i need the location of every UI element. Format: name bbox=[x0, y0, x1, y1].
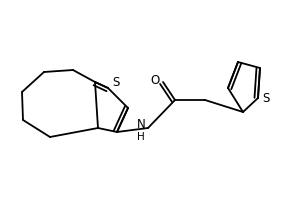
Text: S: S bbox=[262, 92, 270, 104]
Text: H: H bbox=[137, 132, 145, 142]
Text: N: N bbox=[136, 118, 146, 132]
Text: O: O bbox=[150, 73, 160, 86]
Text: S: S bbox=[112, 76, 120, 90]
